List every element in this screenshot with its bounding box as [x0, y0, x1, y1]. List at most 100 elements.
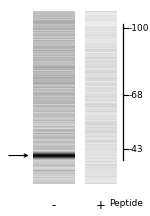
Bar: [33, 58, 75, 59]
Bar: [85, 117, 117, 118]
Bar: [33, 149, 75, 150]
Bar: [33, 76, 75, 77]
Bar: [33, 169, 75, 170]
Bar: [85, 68, 117, 69]
Bar: [33, 109, 75, 110]
Bar: [33, 69, 75, 70]
Bar: [85, 150, 117, 151]
Bar: [33, 165, 75, 166]
Bar: [85, 176, 117, 177]
Bar: [33, 93, 75, 94]
Bar: [33, 121, 75, 122]
Bar: [33, 14, 75, 15]
Bar: [33, 144, 75, 145]
Bar: [85, 45, 117, 46]
Bar: [85, 135, 117, 136]
Bar: [85, 81, 117, 82]
Bar: [33, 34, 75, 35]
Bar: [85, 136, 117, 137]
Bar: [33, 118, 75, 119]
Text: Peptide: Peptide: [110, 199, 144, 208]
Bar: [33, 16, 75, 17]
Bar: [33, 62, 75, 63]
Bar: [85, 32, 117, 33]
Bar: [85, 143, 117, 144]
Bar: [33, 156, 75, 157]
Bar: [33, 38, 75, 39]
Bar: [85, 122, 117, 123]
Bar: [33, 91, 75, 92]
Bar: [85, 156, 117, 157]
Bar: [85, 60, 117, 61]
Bar: [85, 16, 117, 17]
Bar: [85, 162, 117, 163]
Bar: [85, 17, 117, 18]
Bar: [85, 63, 117, 64]
Bar: [33, 90, 75, 91]
Bar: [33, 45, 75, 46]
Bar: [33, 157, 75, 158]
Bar: [33, 24, 75, 25]
Bar: [33, 59, 75, 60]
Bar: [33, 151, 75, 152]
Bar: [85, 49, 117, 50]
Bar: [33, 178, 75, 179]
Bar: [33, 80, 75, 81]
Bar: [85, 41, 117, 42]
Bar: [33, 13, 75, 14]
Bar: [33, 111, 75, 112]
Bar: [33, 173, 75, 174]
Bar: [33, 86, 75, 87]
Bar: [33, 175, 75, 176]
Bar: [85, 138, 117, 139]
Bar: [33, 131, 75, 132]
Bar: [33, 89, 75, 90]
Bar: [85, 46, 117, 47]
Bar: [85, 145, 117, 146]
Bar: [85, 107, 117, 108]
Bar: [85, 74, 117, 75]
Bar: [85, 141, 117, 142]
Bar: [33, 115, 75, 116]
Bar: [33, 136, 75, 137]
Bar: [85, 93, 117, 94]
Bar: [85, 102, 117, 103]
Bar: [33, 128, 75, 129]
Bar: [33, 30, 75, 31]
Bar: [33, 101, 75, 102]
Bar: [33, 23, 75, 24]
Bar: [33, 108, 75, 109]
Bar: [85, 139, 117, 140]
Bar: [85, 163, 117, 164]
Bar: [33, 47, 75, 48]
Bar: [85, 160, 117, 161]
Bar: [85, 83, 117, 84]
Text: +: +: [96, 199, 105, 212]
Bar: [33, 12, 75, 13]
Bar: [85, 130, 117, 131]
Bar: [85, 94, 117, 95]
Bar: [85, 77, 117, 78]
Bar: [33, 138, 75, 139]
Bar: [85, 183, 117, 184]
Bar: [33, 19, 75, 20]
Bar: [85, 115, 117, 116]
Bar: [33, 71, 75, 72]
Bar: [85, 105, 117, 106]
Bar: [33, 83, 75, 84]
Bar: [33, 94, 75, 95]
Bar: [85, 113, 117, 114]
Bar: [85, 146, 117, 147]
Bar: [33, 73, 75, 74]
Bar: [33, 84, 75, 85]
Bar: [85, 95, 117, 96]
Bar: [33, 85, 75, 86]
Bar: [33, 119, 75, 120]
Bar: [85, 169, 117, 170]
Bar: [85, 167, 117, 168]
Bar: [85, 88, 117, 89]
Bar: [33, 155, 75, 156]
Bar: [85, 35, 117, 36]
Bar: [33, 20, 75, 21]
Bar: [85, 75, 117, 76]
